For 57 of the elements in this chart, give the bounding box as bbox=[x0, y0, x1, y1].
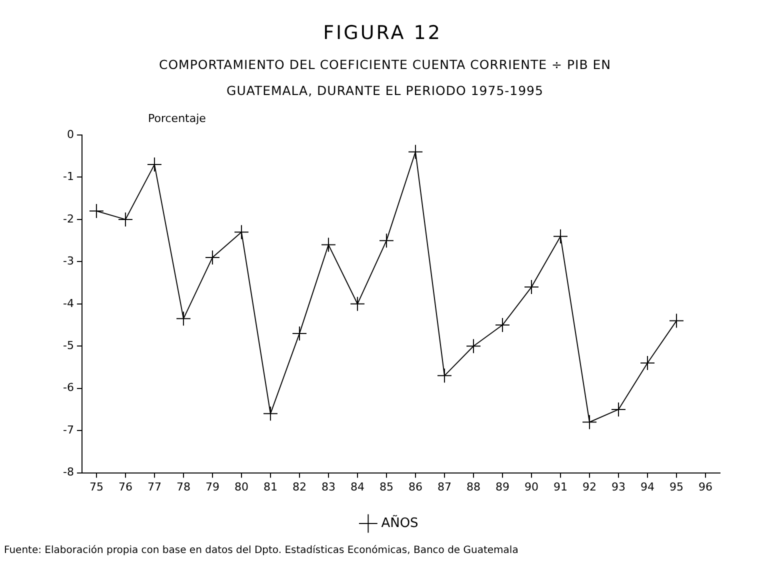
y-tick-label: -2 bbox=[63, 212, 74, 226]
x-tick-label: 95 bbox=[670, 480, 684, 494]
point bbox=[524, 280, 539, 295]
point bbox=[262, 406, 278, 422]
x-tick-label: 86 bbox=[408, 480, 422, 494]
point bbox=[669, 313, 684, 328]
legend-label: AÑOS bbox=[381, 514, 418, 531]
y-axis-title: Porcentaje bbox=[148, 112, 206, 125]
x-tick-label: 94 bbox=[640, 480, 654, 494]
point bbox=[320, 237, 336, 252]
x-tick-label: 84 bbox=[350, 480, 364, 494]
y-tick-label: -6 bbox=[63, 381, 74, 394]
point bbox=[610, 402, 626, 417]
point bbox=[146, 157, 162, 172]
point bbox=[582, 414, 597, 430]
x-tick-label: 90 bbox=[524, 480, 538, 494]
point bbox=[494, 318, 510, 333]
point bbox=[552, 228, 568, 244]
point bbox=[378, 233, 394, 248]
y-tick-label: -4 bbox=[63, 296, 74, 310]
x-tick-label: 78 bbox=[176, 480, 190, 494]
point bbox=[118, 212, 133, 227]
source-note: Fuente: Elaboración propia con base en datos del Dpto. Estadísticas Económicas, Banco de Guatemala bbox=[4, 545, 518, 556]
point bbox=[292, 326, 307, 341]
point bbox=[640, 356, 655, 371]
chart-subtitle: COMPORTAMIENTO DEL COEFICIENTE CUENTA CORRIENTE ÷ PIB EN GUATEMALA, DURANTE EL PERIODO 1975-1995 bbox=[158, 56, 612, 100]
point bbox=[466, 338, 481, 354]
point bbox=[176, 311, 191, 326]
x-tick-label: 83 bbox=[321, 480, 336, 494]
point bbox=[234, 224, 249, 240]
point bbox=[204, 250, 220, 265]
y-tick-label: -3 bbox=[63, 254, 74, 268]
x-tick-label: 96 bbox=[698, 480, 712, 494]
x-tick-label: 89 bbox=[495, 480, 510, 494]
x-tick-label: 81 bbox=[263, 480, 278, 494]
x-tick-label: 91 bbox=[553, 480, 568, 494]
x-tick-label: 76 bbox=[118, 480, 132, 494]
x-tick-label: 88 bbox=[466, 480, 480, 494]
x-tick-label: 85 bbox=[379, 480, 394, 494]
y-tick-label: -1 bbox=[63, 170, 74, 184]
x-tick-label: 93 bbox=[611, 480, 626, 494]
x-tick-label: 82 bbox=[292, 480, 306, 494]
y-tick-label: 0 bbox=[66, 128, 74, 141]
x-tick-label: 79 bbox=[205, 480, 220, 494]
x-tick-label: 80 bbox=[234, 480, 248, 494]
point bbox=[88, 204, 104, 219]
x-tick-label: 87 bbox=[437, 480, 452, 494]
point bbox=[350, 296, 365, 312]
y-tick-label: -5 bbox=[63, 338, 74, 352]
x-tick-label: 75 bbox=[89, 480, 104, 494]
y-tick-label: -8 bbox=[63, 466, 74, 479]
point bbox=[436, 368, 452, 384]
chart-title: FIGURA 12 bbox=[322, 22, 443, 44]
x-tick-label: 92 bbox=[582, 480, 596, 494]
x-tick-label: 77 bbox=[147, 480, 162, 494]
point bbox=[408, 144, 423, 160]
y-tick-label: -7 bbox=[63, 423, 74, 436]
